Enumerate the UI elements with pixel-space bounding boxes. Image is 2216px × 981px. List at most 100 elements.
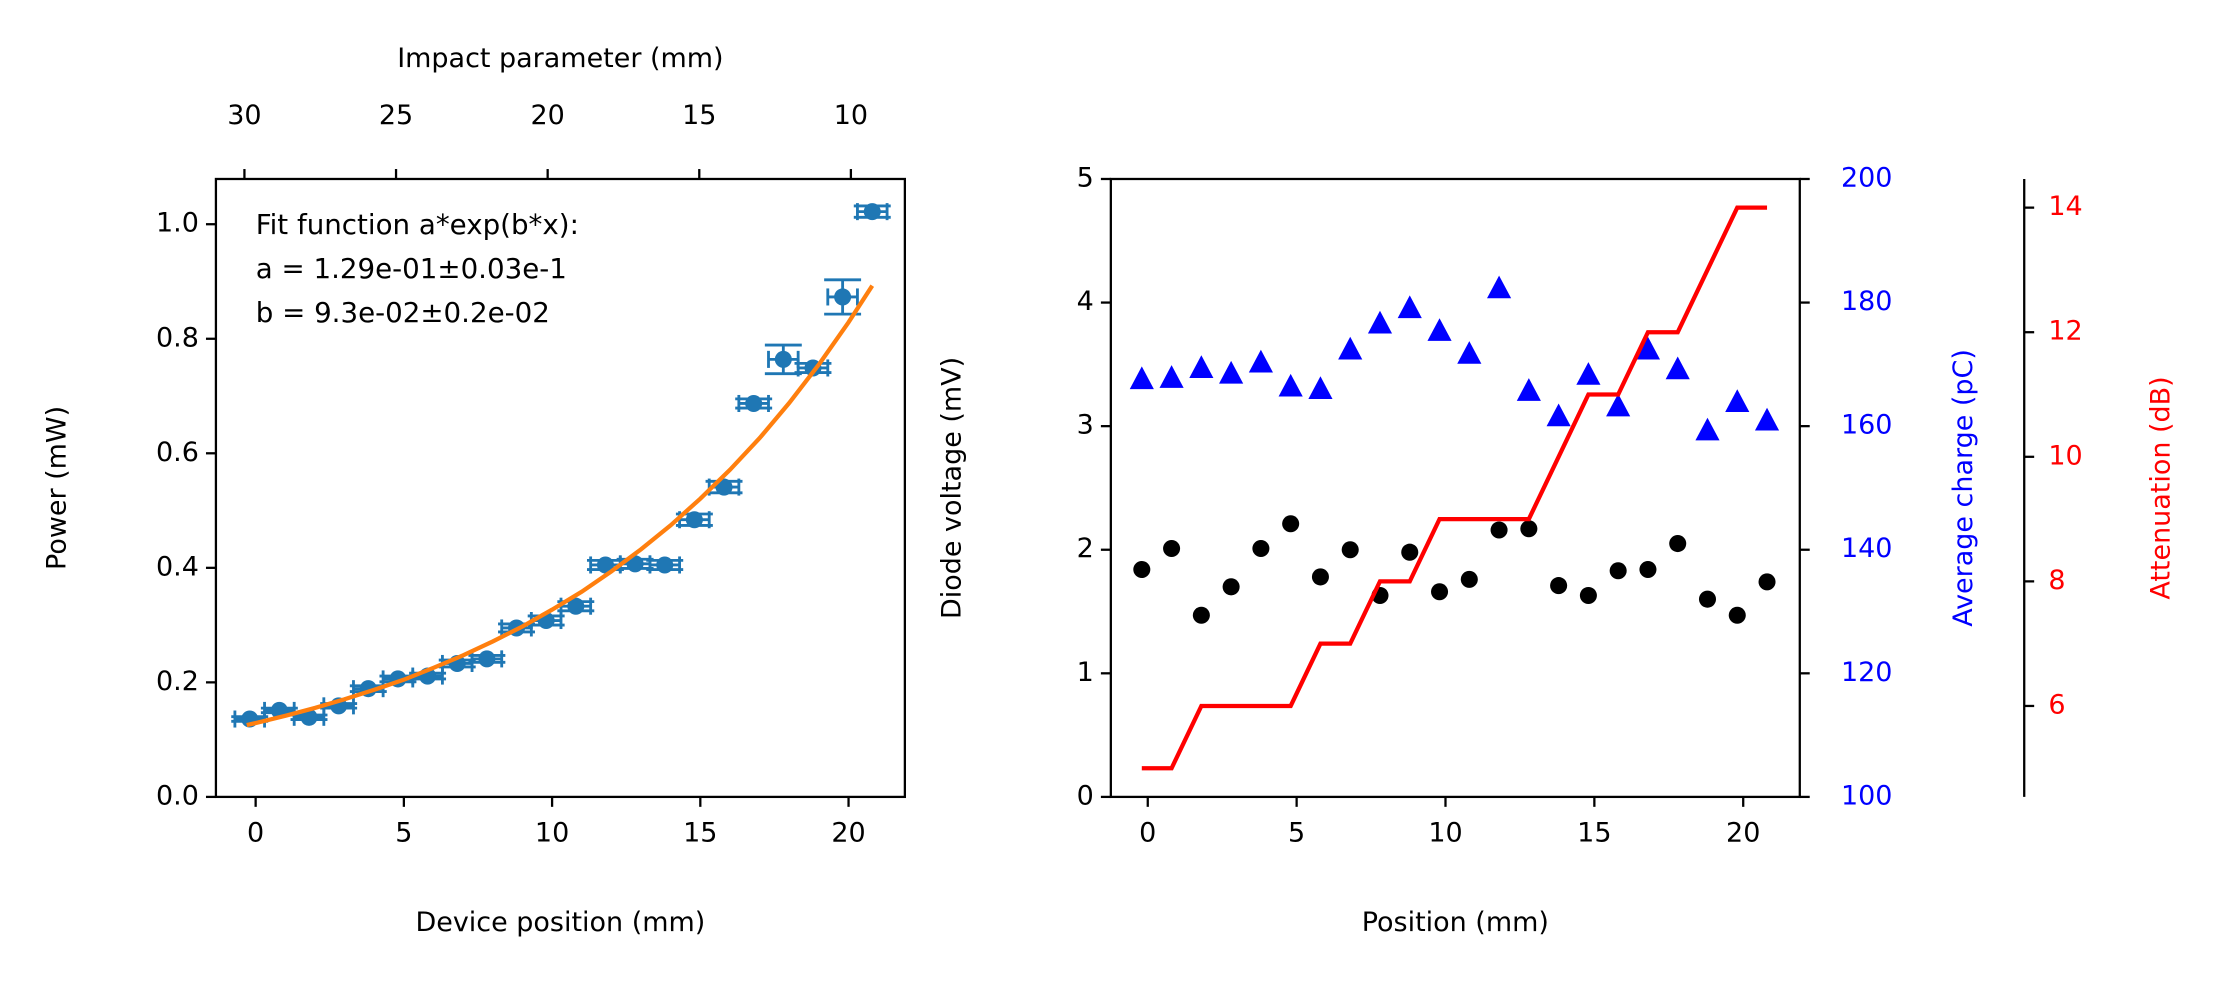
triangle-marker — [1397, 295, 1422, 319]
point — [1669, 535, 1687, 553]
point — [1728, 606, 1746, 624]
point — [715, 478, 733, 496]
point — [1133, 560, 1151, 579]
triangle-marker — [1159, 365, 1184, 388]
y3-tick-label: 8 — [2048, 565, 2065, 596]
y2-tick-label: 120 — [1841, 657, 1892, 688]
annotation: Fit function a*exp(b*x): — [256, 208, 579, 241]
y2-tick-label: 100 — [1841, 780, 1892, 811]
triangle-marker — [1278, 373, 1303, 397]
x-tick-label: 0 — [1139, 817, 1156, 848]
x-tick-label: 10 — [535, 817, 569, 848]
point — [774, 350, 792, 368]
point — [1401, 543, 1419, 561]
y-tick-label: 2 — [1077, 533, 1094, 564]
triangle-marker — [1487, 275, 1512, 299]
plot-frame — [214, 177, 907, 799]
triangle-marker — [1546, 403, 1571, 427]
point — [1698, 590, 1717, 608]
point — [567, 597, 585, 615]
triangle-marker — [1129, 366, 1154, 390]
point — [596, 556, 614, 574]
y-tick-label: 0.8 — [156, 322, 199, 353]
x2-tick-label: 15 — [682, 100, 716, 131]
point — [1639, 560, 1657, 579]
x-tick-label: 15 — [1577, 817, 1611, 848]
point — [1311, 568, 1329, 586]
x-tick-label: 15 — [683, 817, 717, 848]
y3-tick-label: 12 — [2048, 316, 2082, 347]
y3-axis-label: Attenuation (dB) — [2146, 376, 2177, 599]
triangle-marker — [1516, 378, 1541, 401]
point — [1758, 573, 1776, 591]
x2-tick-label: 10 — [834, 100, 868, 131]
triangle-marker — [1635, 336, 1661, 360]
plot-frame — [1109, 177, 1801, 799]
x2-tick-label: 20 — [530, 100, 564, 131]
y-tick-label: 0.0 — [156, 780, 199, 811]
triangle-marker — [1457, 341, 1482, 364]
point — [685, 511, 703, 529]
point — [1252, 539, 1270, 558]
triangle-marker — [1695, 417, 1720, 441]
triangle-marker — [1248, 349, 1273, 373]
y-tick-label: 1 — [1077, 657, 1094, 688]
y-axis-label: Diode voltage (mV) — [937, 357, 968, 619]
x2-tick-label: 30 — [227, 100, 261, 131]
triangle-marker — [1606, 393, 1631, 417]
point — [745, 394, 763, 412]
triangle-marker — [1725, 389, 1750, 412]
point — [1609, 562, 1627, 580]
x-tick-label: 20 — [831, 817, 865, 848]
annotation: a = 1.29e-01±0.03e-1 — [256, 252, 567, 285]
y2-tick-label: 140 — [1841, 533, 1892, 564]
triangle-marker — [1219, 360, 1244, 384]
x-tick-label: 20 — [1726, 817, 1760, 848]
point — [1282, 515, 1300, 533]
triangle-marker — [1665, 356, 1690, 380]
point — [1520, 520, 1538, 538]
point — [1460, 570, 1478, 588]
triangle-marker — [1576, 362, 1601, 385]
line — [246, 284, 875, 728]
x-axis-label: Device position (mm) — [415, 907, 705, 938]
y-tick-label: 0.2 — [156, 666, 199, 697]
y3-tick-label: 10 — [2048, 440, 2082, 471]
point — [1192, 606, 1210, 624]
triangle-marker — [1338, 336, 1363, 360]
triangle-marker — [1308, 376, 1333, 400]
point — [1490, 521, 1508, 539]
triangle-marker — [1367, 310, 1393, 334]
point — [1163, 539, 1181, 558]
y-tick-label: 1.0 — [156, 208, 199, 239]
y2-tick-label: 200 — [1841, 162, 1892, 193]
triangle-marker — [1427, 318, 1452, 341]
point — [1222, 578, 1240, 596]
y-tick-label: 0.6 — [156, 437, 199, 468]
point — [834, 288, 852, 306]
y-axis-label: Power (mW) — [42, 406, 73, 570]
point — [626, 555, 644, 573]
y-tick-label: 3 — [1077, 410, 1094, 441]
y-tick-label: 0.4 — [156, 551, 199, 582]
y3-tick-label: 6 — [2048, 689, 2065, 720]
x-tick-label: 0 — [247, 817, 264, 848]
x2-tick-label: 25 — [379, 100, 413, 131]
point — [478, 650, 496, 668]
x-tick-label: 10 — [1428, 817, 1462, 848]
point — [300, 708, 318, 726]
point — [1341, 541, 1359, 559]
y2-axis-label: Average charge (pC) — [1948, 349, 1979, 627]
point — [1550, 577, 1568, 595]
x-tick-label: 5 — [395, 817, 412, 848]
annotation: b = 9.3e-02±0.2e-02 — [256, 296, 550, 329]
y3-tick-label: 14 — [2048, 191, 2082, 222]
y-tick-label: 0 — [1077, 780, 1094, 811]
y2-tick-label: 160 — [1841, 410, 1892, 441]
point — [1579, 586, 1597, 604]
x-axis-label: Position (mm) — [1362, 907, 1549, 938]
y-tick-label: 4 — [1077, 286, 1094, 317]
x2-axis-label: Impact parameter (mm) — [397, 43, 723, 74]
